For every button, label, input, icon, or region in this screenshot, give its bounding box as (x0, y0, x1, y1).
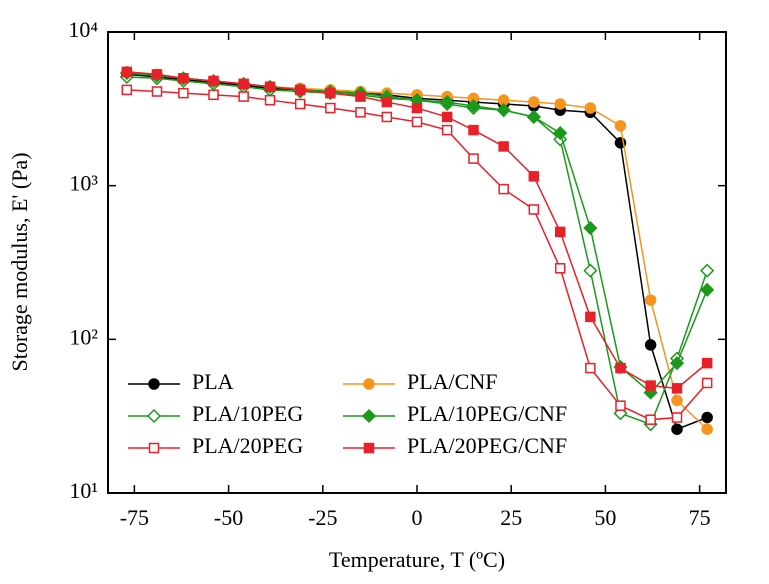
data-point (644, 339, 657, 351)
data-point (466, 98, 481, 114)
data-point (498, 183, 509, 195)
data-point (585, 311, 596, 323)
data-point (264, 81, 276, 93)
x-tick-label: -50 (214, 505, 243, 530)
data-point (498, 141, 509, 152)
data-point (151, 69, 163, 80)
data-point (151, 86, 163, 97)
data-point (411, 116, 423, 128)
data-point (583, 263, 598, 278)
data-point (355, 107, 366, 118)
data-point (208, 75, 219, 87)
data-point (381, 96, 393, 108)
legend-label: PLA/CNF (407, 369, 497, 394)
x-tick-label: 25 (500, 505, 522, 530)
x-tick-label: -75 (120, 505, 149, 530)
x-tick-label: 75 (689, 505, 711, 530)
legend-marker (363, 378, 375, 390)
data-point (615, 400, 626, 411)
data-point (528, 96, 540, 108)
data-point (645, 380, 656, 391)
data-point (468, 153, 479, 164)
data-point (441, 111, 453, 123)
data-point (615, 362, 626, 374)
data-point (554, 263, 566, 274)
legend-marker (363, 442, 375, 454)
data-point (178, 87, 189, 99)
y-tick-label: 10¹ (69, 478, 98, 503)
data-point (208, 89, 219, 101)
legend-label: PLA/20PEG (192, 433, 303, 458)
data-point (238, 78, 249, 90)
data-point (121, 84, 133, 96)
data-point (669, 356, 685, 371)
data-point (468, 124, 479, 136)
data-point (294, 84, 306, 96)
data-point (645, 414, 656, 425)
data-point (411, 102, 423, 114)
legend-marker (148, 442, 160, 454)
legend-marker (361, 408, 377, 424)
data-point (121, 66, 133, 78)
data-point (585, 362, 596, 374)
x-tick-label: 0 (412, 505, 423, 530)
data-point (440, 95, 455, 110)
data-point (584, 102, 597, 114)
data-point (644, 294, 657, 306)
data-point (701, 423, 713, 435)
data-point (355, 91, 366, 102)
y-tick-label: 10³ (69, 171, 98, 196)
y-tick-label: 10⁴ (68, 17, 98, 42)
data-point (700, 282, 715, 297)
data-point (528, 171, 540, 182)
data-point (526, 109, 541, 125)
y-tick-label: 10² (69, 324, 98, 349)
data-point (264, 94, 276, 106)
data-point (496, 103, 511, 118)
data-point (554, 98, 566, 110)
legend-label: PLA/10PEG (192, 401, 303, 426)
data-point (553, 125, 568, 141)
data-point (671, 412, 683, 423)
legend-label: PLA (192, 369, 234, 394)
data-point (325, 87, 336, 99)
data-point (294, 98, 306, 110)
data-point (671, 383, 683, 394)
legend-label: PLA/10PEG/CNF (407, 401, 567, 426)
data-point (238, 91, 249, 102)
data-point (178, 73, 189, 84)
data-point (325, 102, 336, 114)
x-tick-label: 50 (594, 505, 616, 530)
legend-marker (146, 408, 162, 424)
legend-label: PLA/20PEG/CNF (407, 433, 567, 458)
data-point (614, 120, 627, 132)
data-point (671, 394, 683, 407)
data-point (701, 357, 713, 369)
data-point (701, 377, 713, 389)
data-point (441, 124, 453, 136)
data-point (528, 204, 540, 215)
data-point (381, 111, 393, 123)
data-point (554, 226, 566, 238)
data-point (583, 220, 598, 236)
legend-marker (148, 378, 160, 390)
data-point (701, 411, 713, 424)
x-axis-label: Temperature, T (ºC) (329, 547, 505, 572)
data-point (700, 263, 715, 278)
data-point (671, 423, 683, 435)
x-tick-label: -25 (308, 505, 337, 530)
y-axis-label: Storage modulus, E' (Pa) (7, 152, 32, 371)
